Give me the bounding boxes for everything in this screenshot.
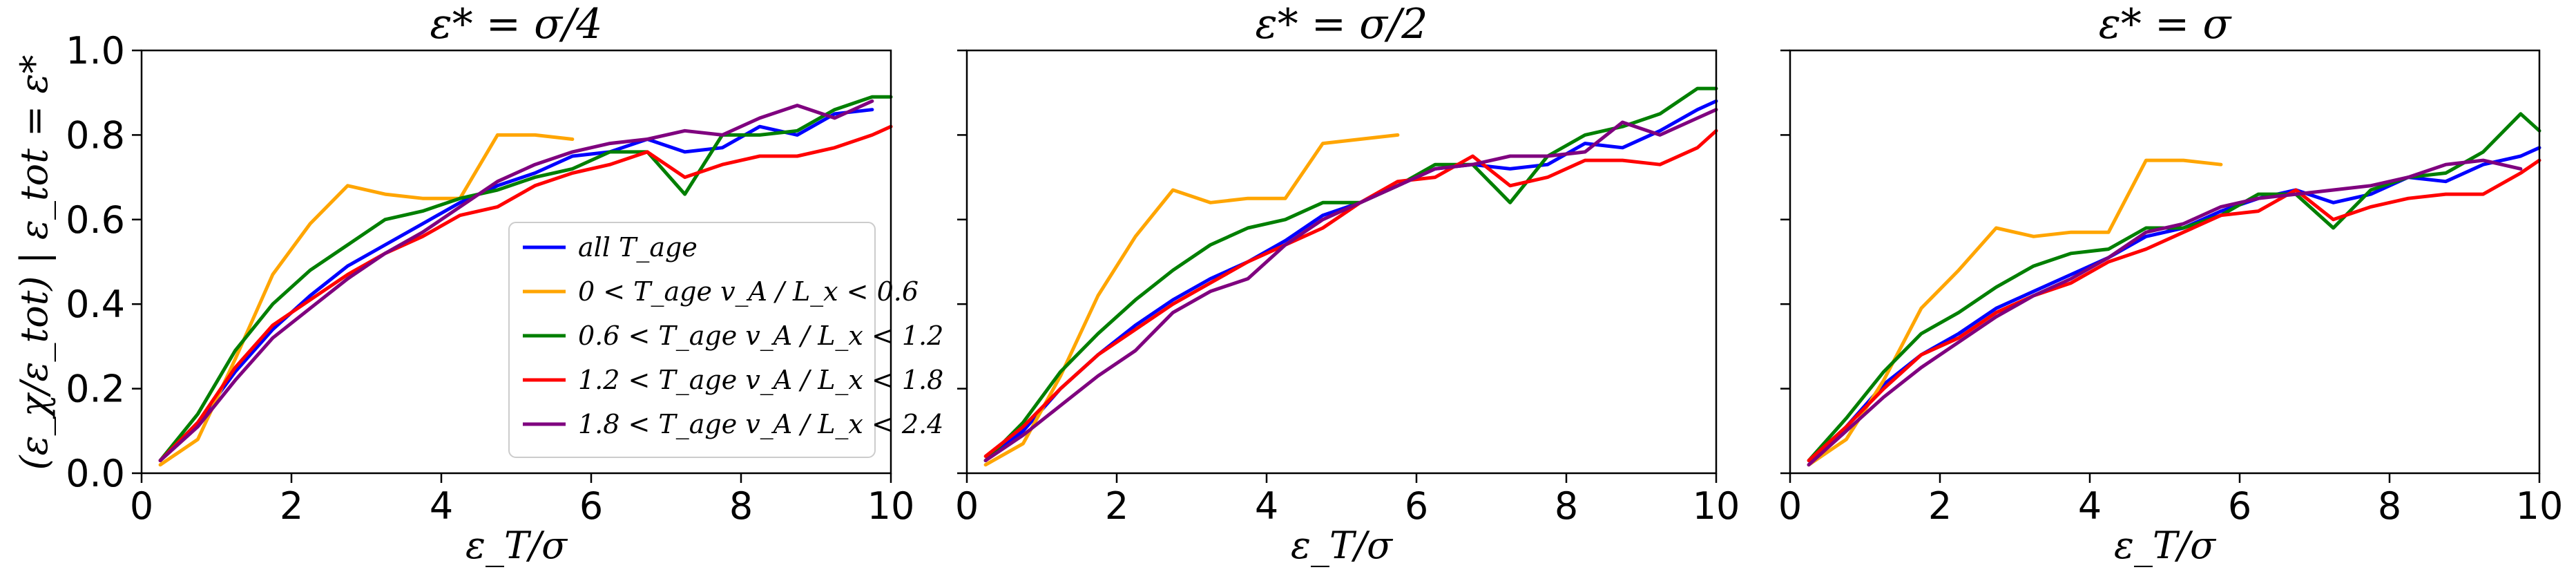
x-tick-label: 4 [430, 484, 453, 528]
panel-middle: ε* = σ/2 0 2 4 6 8 10 ε_T/σ [955, 0, 1740, 567]
series-line-0 [983, 99, 1718, 463]
x-tick-label: 10 [867, 484, 915, 528]
x-tick-label: 0 [130, 484, 153, 528]
legend-entry: 1.8 < T_age v_A / L_x < 2.4 [578, 409, 943, 440]
legend-entry: 0.6 < T_age v_A / L_x < 1.2 [578, 321, 943, 352]
series-line-1 [1807, 158, 2223, 467]
axes-frame [1789, 49, 2541, 475]
series-line-4 [983, 108, 1718, 463]
series-line-4 [1807, 158, 2523, 467]
legend-entry: 1.2 < T_age v_A / L_x < 1.8 [578, 365, 943, 396]
series-line-1 [158, 133, 575, 467]
series-line-3 [1807, 158, 2541, 463]
axes-frame [140, 49, 892, 475]
x-tick-label: 8 [2378, 484, 2401, 528]
panel-title: ε* = σ/2 [1256, 0, 1428, 48]
series-line-4 [158, 99, 874, 463]
legend-entry: 0 < T_age v_A / L_x < 0.6 [578, 276, 919, 307]
legend-entry: all T_age [578, 232, 698, 263]
x-tick-label: 6 [579, 484, 603, 528]
y-tick-label: 1.0 [66, 29, 125, 73]
y-tick-label: 0.8 [66, 113, 125, 157]
x-tick-label: 4 [1255, 484, 1278, 528]
x-tick-label: 2 [1928, 484, 1952, 528]
series-line-3 [983, 128, 1718, 458]
x-tick-label: 2 [1105, 484, 1128, 528]
x-tick-label: 2 [280, 484, 303, 528]
series-line-1 [983, 133, 1400, 467]
y-axis-label: (ε_χ/ε_tot) | ε_tot = ε* [12, 55, 56, 470]
series-line-2 [1807, 112, 2541, 463]
y-tick-label: 0.2 [66, 368, 125, 411]
legend-box [508, 222, 876, 458]
x-axis-label: ε_T/σ [1291, 524, 1394, 567]
x-tick-label: 10 [2516, 484, 2564, 528]
x-tick-label: 10 [1693, 484, 1740, 528]
x-tick-label: 0 [955, 484, 979, 528]
legend: all T_age 0 < T_age v_A / L_x < 0.6 0.6 < … [508, 222, 943, 458]
x-tick-label: 8 [1555, 484, 1578, 528]
x-tick-label: 8 [729, 484, 753, 528]
x-tick-label: 6 [2228, 484, 2251, 528]
y-tick-label: 0.6 [66, 198, 125, 242]
x-tick-label: 6 [1405, 484, 1428, 528]
axes-frame [965, 49, 1718, 475]
panel-title: ε* = σ [2099, 0, 2233, 48]
series-line-0 [158, 108, 874, 463]
x-tick-label: 0 [1778, 484, 1802, 528]
y-tick-label: 0.4 [66, 283, 125, 326]
y-tick-label: 0.0 [66, 452, 125, 495]
x-axis-label: ε_T/σ [2114, 524, 2217, 567]
x-tick-label: 4 [2078, 484, 2102, 528]
x-axis-label: ε_T/σ [465, 524, 568, 567]
panel-title: ε* = σ/4 [430, 0, 603, 48]
panel-left: ε* = σ/4 0 2 4 6 8 10 0.0 0.2 0.4 0.6 0.8 1.0 ε_T/σ [66, 0, 914, 567]
series-line-2 [158, 95, 893, 463]
panel-right: ε* = σ 0 2 4 6 8 10 ε_T/σ [1778, 0, 2564, 567]
series-line-3 [158, 124, 893, 463]
